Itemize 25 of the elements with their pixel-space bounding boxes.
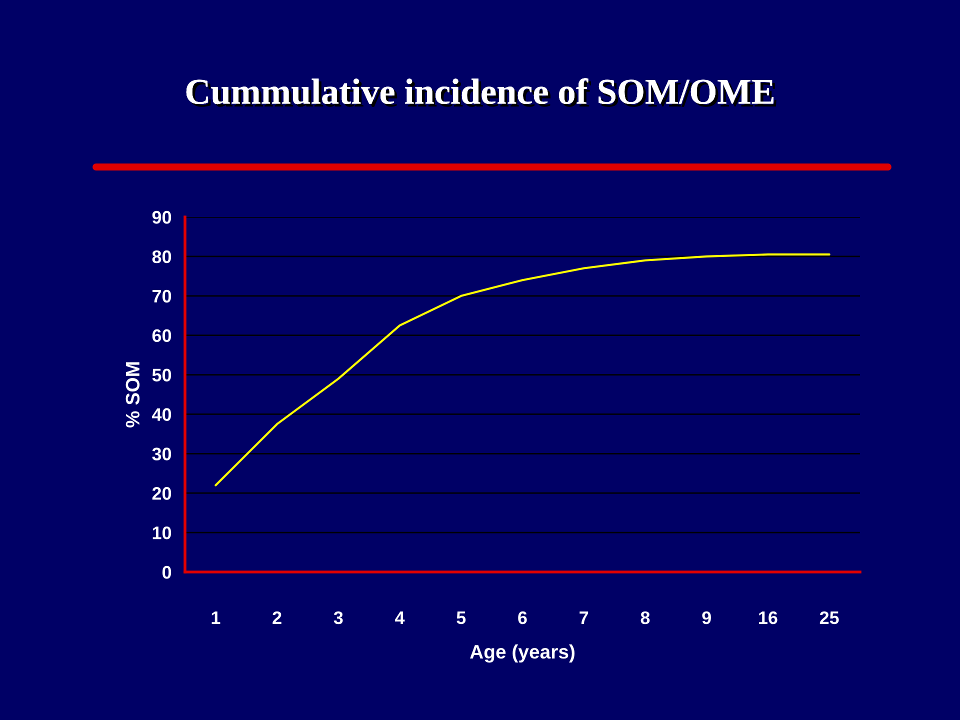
- y-axis-title: % SOM: [126, 362, 140, 428]
- x-tick-label: 3: [334, 611, 343, 624]
- x-tick-label: 5: [456, 612, 466, 624]
- line-series: [214, 253, 830, 486]
- y-tick-label: 70: [152, 290, 172, 303]
- y-tick-label: 20: [152, 487, 172, 500]
- x-tick-label: 8: [640, 611, 650, 624]
- y-tick-label: 40: [152, 408, 172, 421]
- y-tick-label: 10: [152, 526, 172, 540]
- x-tick-label: 6: [518, 611, 527, 624]
- y-tick-label: 80: [152, 250, 172, 264]
- x-axis-title: Age (years): [470, 644, 574, 663]
- y-tick-label: 0: [162, 566, 172, 579]
- x-tick-label: 25: [820, 611, 839, 624]
- x-tick-label: 16: [759, 611, 778, 624]
- y-tick-label: 60: [152, 329, 172, 342]
- chart-title: Cummulative incidence of SOM/OME: [186, 78, 776, 107]
- x-tick-label: 1: [212, 612, 220, 624]
- x-tick-label: 2: [272, 611, 282, 624]
- x-tick-label: 7: [580, 612, 588, 624]
- x-tick-label: 4: [395, 612, 405, 624]
- y-tick-label: 90: [152, 210, 172, 224]
- x-tick-label: 9: [702, 611, 711, 624]
- y-tick-label: 50: [152, 368, 172, 382]
- y-tick-label: 30: [152, 448, 172, 460]
